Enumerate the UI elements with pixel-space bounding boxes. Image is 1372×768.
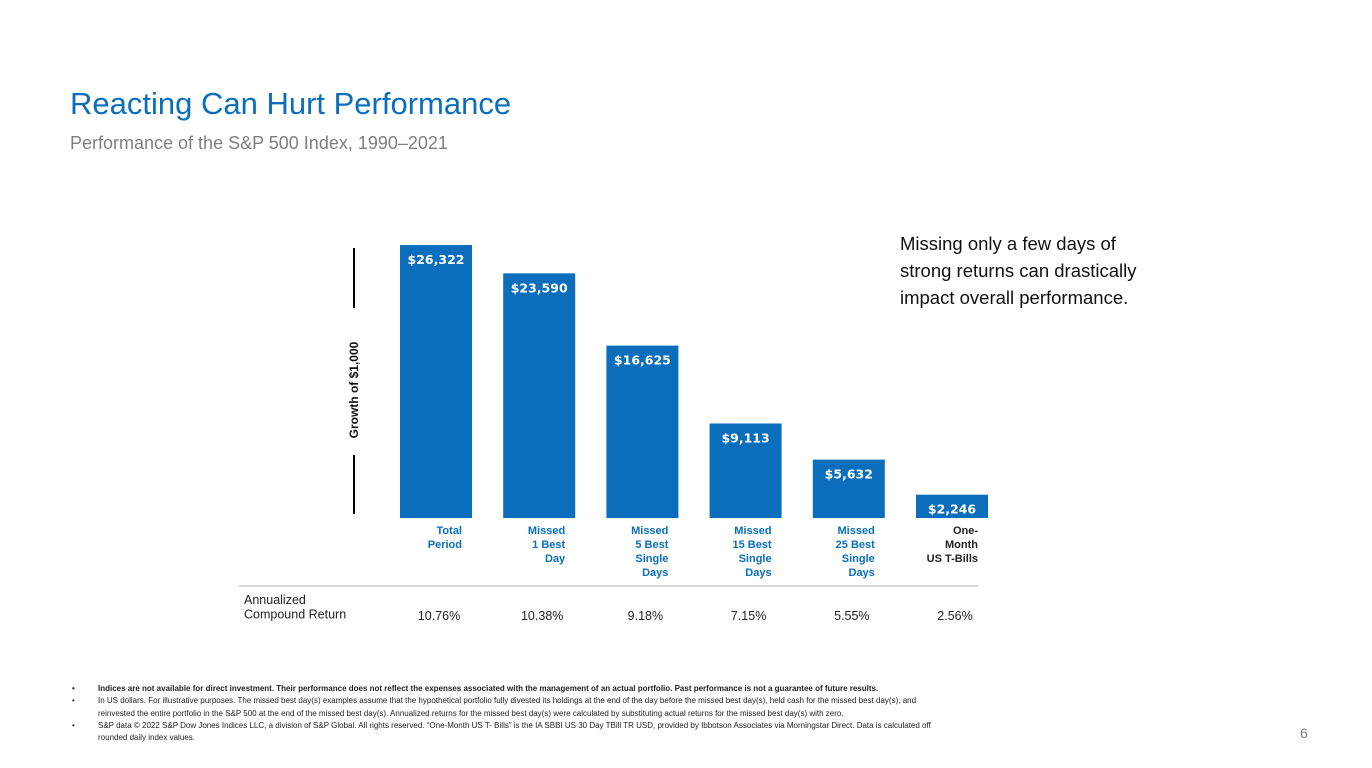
bar: [916, 494, 988, 518]
bar-value-label: $26,322: [408, 252, 465, 267]
category-label: Single: [635, 553, 668, 565]
category-label: 25 Best: [836, 539, 875, 551]
callout-text: Missing only a few days of strong return…: [900, 233, 1137, 308]
footnote-item: • Indices are not available for direct in…: [72, 684, 879, 693]
row-label: Compound Return: [244, 608, 346, 622]
category-label: Days: [849, 567, 875, 579]
y-axis-label: Growth of $1,000: [347, 341, 361, 438]
category-label: Single: [842, 553, 875, 565]
bar-value-label: $5,632: [825, 467, 873, 482]
bar: [606, 345, 679, 518]
category-label: Single: [739, 553, 772, 565]
annualized-return-value: 2.56%: [937, 609, 972, 623]
category-label: Days: [745, 567, 771, 579]
bar-value-label: $9,113: [721, 430, 769, 445]
footnotes: • Indices are not available for direct in…: [72, 683, 952, 744]
annualized-return-value: 10.76%: [418, 609, 460, 623]
annualized-return-value: 7.15%: [731, 609, 766, 623]
category-label: Missed: [528, 525, 565, 537]
annualized-return-value: 9.18%: [628, 609, 663, 623]
category-label: Missed: [838, 525, 875, 537]
bar-value-label: $23,590: [511, 280, 568, 295]
category-label: One-: [953, 525, 978, 537]
category-label: Days: [642, 567, 668, 579]
category-label: US T-Bills: [927, 553, 978, 565]
category-label: Period: [428, 539, 462, 551]
footnote-item: • S&P data © 2022 S&P Dow Jones Indices L…: [72, 720, 931, 743]
category-label: Total: [437, 525, 462, 537]
bar: [400, 245, 472, 518]
category-label: Missed: [631, 525, 668, 537]
page-number: 6: [1300, 725, 1308, 741]
slide-title: Reacting Can Hurt Performance: [70, 86, 512, 121]
category-label: 15 Best: [732, 539, 771, 551]
row-label: Annualized: [244, 593, 306, 607]
bar: [709, 423, 782, 518]
bar-value-label: $2,246: [928, 502, 977, 517]
annualized-return-value: 5.55%: [834, 609, 869, 623]
bar: [812, 459, 885, 518]
bar: [503, 273, 576, 518]
slide-subtitle: Performance of the S&P 500 Index, 1990–2…: [70, 133, 448, 153]
footnote-item: • In US dollars. For illustrative purpose…: [72, 696, 917, 718]
annualized-return-value: 10.38%: [521, 609, 563, 623]
category-label: Month: [945, 539, 978, 551]
bar-value-label: $16,625: [614, 353, 671, 368]
category-label: Missed: [734, 525, 771, 537]
category-label: 5 Best: [635, 539, 668, 551]
category-label: Day: [545, 553, 566, 565]
category-label: 1 Best: [532, 539, 565, 551]
